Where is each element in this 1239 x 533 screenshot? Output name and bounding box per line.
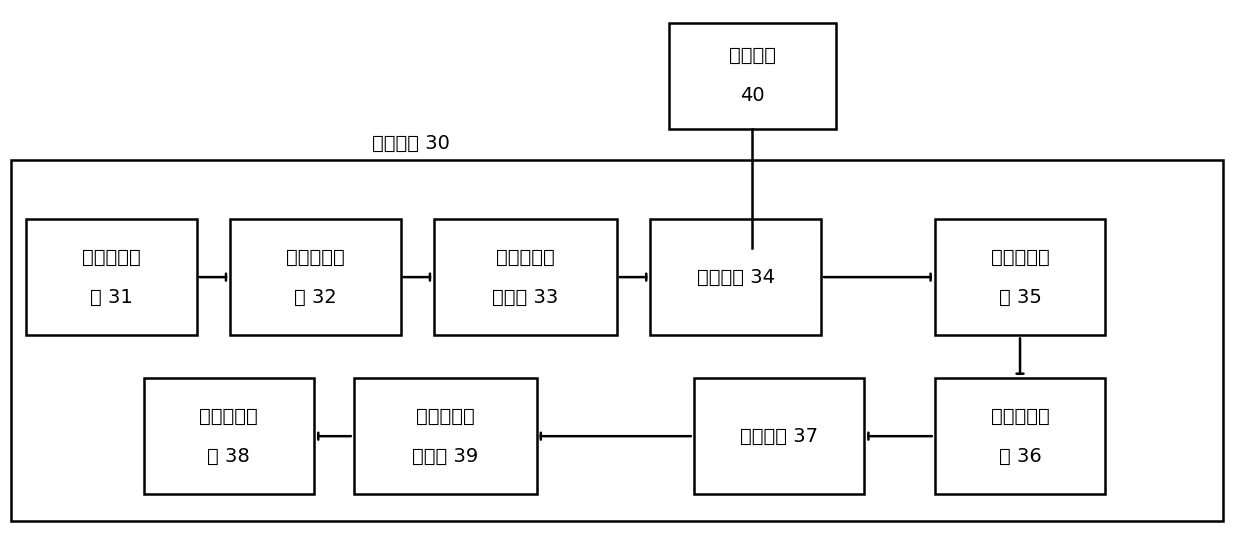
Text: 检测单元 30: 检测单元 30 xyxy=(372,133,450,152)
Text: 取模块 33: 取模块 33 xyxy=(492,288,559,307)
Text: 换模块 39: 换模块 39 xyxy=(413,447,478,466)
Text: 支架检测模: 支架检测模 xyxy=(991,247,1049,266)
Text: 块 31: 块 31 xyxy=(90,288,133,307)
Text: 图像获取模: 图像获取模 xyxy=(82,247,141,266)
Text: 滑窗处理模: 滑窗处理模 xyxy=(286,247,344,266)
Text: 块 36: 块 36 xyxy=(999,447,1042,466)
Text: 计算模块 37: 计算模块 37 xyxy=(740,427,818,446)
Text: 图像特征提: 图像特征提 xyxy=(496,247,555,266)
Bar xyxy=(434,219,617,335)
Text: 分类模块 34: 分类模块 34 xyxy=(696,268,774,287)
Bar xyxy=(650,219,821,335)
Bar xyxy=(694,378,865,495)
Bar xyxy=(26,219,197,335)
Bar xyxy=(934,378,1105,495)
Text: 块 38: 块 38 xyxy=(207,447,250,466)
Text: 第二空间变: 第二空间变 xyxy=(416,407,475,425)
Bar xyxy=(230,219,400,335)
Text: 训练单元: 训练单元 xyxy=(729,46,776,65)
Text: 块 35: 块 35 xyxy=(999,288,1042,307)
Bar xyxy=(11,160,1223,521)
Text: 图像输出模: 图像输出模 xyxy=(199,407,258,425)
Bar xyxy=(934,219,1105,335)
Text: 40: 40 xyxy=(740,86,764,106)
Bar xyxy=(353,378,536,495)
Bar xyxy=(144,378,315,495)
Text: 内壁检测模: 内壁检测模 xyxy=(991,407,1049,425)
Bar xyxy=(669,22,836,128)
Text: 块 32: 块 32 xyxy=(294,288,337,307)
